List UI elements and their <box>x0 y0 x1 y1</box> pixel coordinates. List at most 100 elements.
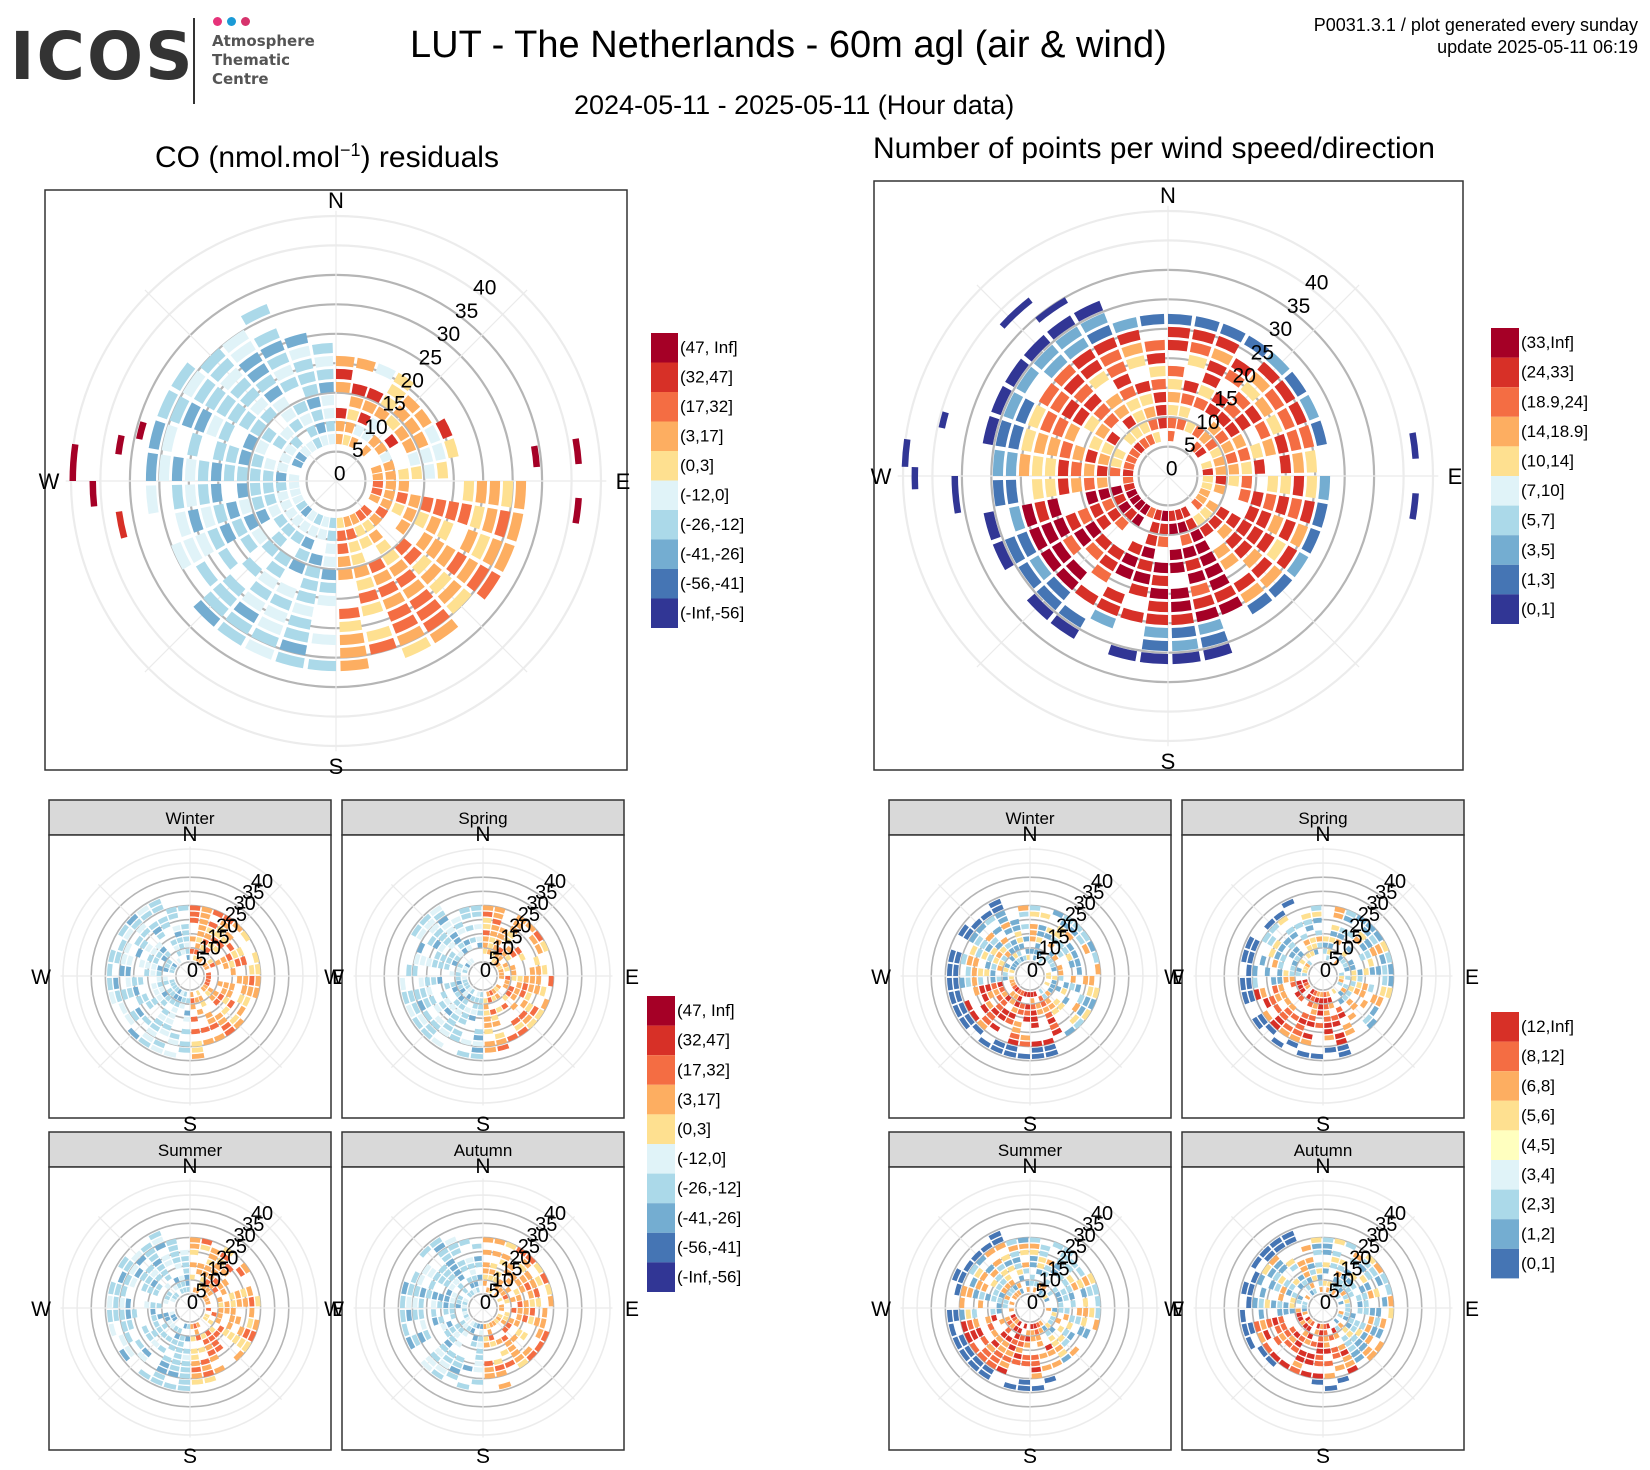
polar-cell <box>1327 997 1333 1003</box>
polar-cell <box>1277 943 1287 953</box>
polar-cell <box>492 1250 502 1258</box>
polar-cell <box>1147 600 1168 613</box>
polar-cell <box>466 993 472 1000</box>
legend-label: (1,2] <box>1521 1224 1555 1243</box>
polar-cell <box>1294 1340 1303 1348</box>
compass-north: N <box>328 188 344 213</box>
radial-tick-label: 40 <box>473 277 496 300</box>
polar-cell <box>1056 940 1065 949</box>
polar-cell <box>969 1342 980 1354</box>
polar-cell <box>203 1369 215 1378</box>
polar-cell <box>1249 371 1271 393</box>
polar-cell <box>236 466 248 481</box>
polar-cell <box>1251 557 1273 579</box>
polar-cell <box>994 941 1003 950</box>
polar-cell <box>438 1264 448 1274</box>
polar-cell <box>1080 1288 1088 1298</box>
polar-cell <box>1185 557 1202 572</box>
polar-cell <box>1050 936 1059 944</box>
polar-cell <box>190 1324 194 1329</box>
polar-cell <box>89 481 98 507</box>
radial-tick-label: 15 <box>1047 926 1069 948</box>
polar-cell <box>119 965 125 976</box>
polar-cell <box>450 1012 460 1022</box>
radial-tick-label: 5 <box>489 1281 500 1303</box>
polar-cell <box>223 464 236 481</box>
polar-cell <box>1366 1018 1378 1029</box>
polar-cell <box>150 1269 159 1278</box>
polar-cell <box>1002 976 1008 981</box>
polar-cell <box>170 981 176 987</box>
polar-cell <box>1068 1315 1076 1323</box>
polar-cell <box>308 553 323 566</box>
polar-cell <box>1326 1323 1331 1329</box>
polar-cell <box>1190 582 1211 597</box>
polar-cell <box>1056 964 1063 971</box>
polar-cell <box>1316 991 1321 997</box>
radial-tick-label: 10 <box>1039 938 1061 960</box>
polar-cell <box>127 1027 140 1040</box>
polar-cell <box>391 502 405 516</box>
polar-cell <box>1193 512 1206 526</box>
polar-cell <box>484 1366 495 1373</box>
polar-cell <box>484 1022 492 1028</box>
polar-cell <box>437 1275 447 1285</box>
direction-spoke <box>390 975 484 1069</box>
legend-swatch <box>1491 446 1519 476</box>
radial-tick-label: 15 <box>500 1258 522 1280</box>
polar-cell <box>996 1308 1002 1314</box>
polar-cell <box>201 1284 207 1291</box>
polar-cell <box>202 984 209 990</box>
polar-cell <box>1068 983 1076 991</box>
polar-cell <box>958 924 969 937</box>
polar-cell <box>1019 1288 1025 1294</box>
polar-cell <box>1030 1010 1037 1016</box>
polar-cell <box>985 1264 995 1274</box>
polar-cell <box>300 577 319 592</box>
polar-cell <box>1001 955 1008 962</box>
polar-cell <box>1034 1329 1040 1335</box>
polar-cell <box>1307 1001 1314 1008</box>
legend-swatch <box>651 451 678 481</box>
polar-cell <box>447 941 456 950</box>
facet-strip <box>341 799 625 836</box>
polar-cell <box>150 1302 156 1308</box>
polar-cell <box>468 1014 476 1022</box>
polar-cell <box>524 1002 534 1013</box>
polar-cell <box>1247 1322 1256 1335</box>
polar-cell <box>1345 1308 1351 1313</box>
polar-cell <box>170 1250 180 1258</box>
polar-cell <box>375 539 392 555</box>
polar-cell <box>968 1263 979 1276</box>
polar-cell <box>1290 523 1309 548</box>
polar-cell <box>1314 997 1320 1003</box>
polar-cell <box>281 522 296 537</box>
polar-cell <box>151 963 157 970</box>
polar-cell <box>1031 1022 1039 1028</box>
polar-cell <box>182 1262 189 1268</box>
polar-cell <box>412 554 432 575</box>
polar-cell <box>467 986 473 993</box>
polar-cell <box>293 358 314 373</box>
polar-cell <box>1035 1002 1042 1009</box>
polar-cell <box>1004 994 1012 1002</box>
polar-cell <box>1075 934 1085 945</box>
polar-cell <box>191 1372 203 1379</box>
polar-cell <box>1337 981 1343 987</box>
polar-cell <box>1023 1268 1030 1274</box>
polar-cell <box>1264 918 1276 930</box>
polar-cell <box>509 950 517 958</box>
polar-cell <box>1199 506 1213 520</box>
polar-cell <box>1200 460 1213 470</box>
polar-cell <box>472 1003 478 1009</box>
polar-cell <box>506 930 516 940</box>
polar-cell <box>469 1282 475 1289</box>
polar-cell <box>226 942 235 952</box>
polar-cell <box>462 1301 468 1306</box>
polar-cell <box>1311 911 1322 918</box>
polar-cell <box>1289 1263 1299 1272</box>
polar-cell <box>1015 1346 1023 1354</box>
polar-cell <box>503 936 512 944</box>
polar-cell <box>1345 990 1352 997</box>
polar-cell <box>1358 953 1366 961</box>
